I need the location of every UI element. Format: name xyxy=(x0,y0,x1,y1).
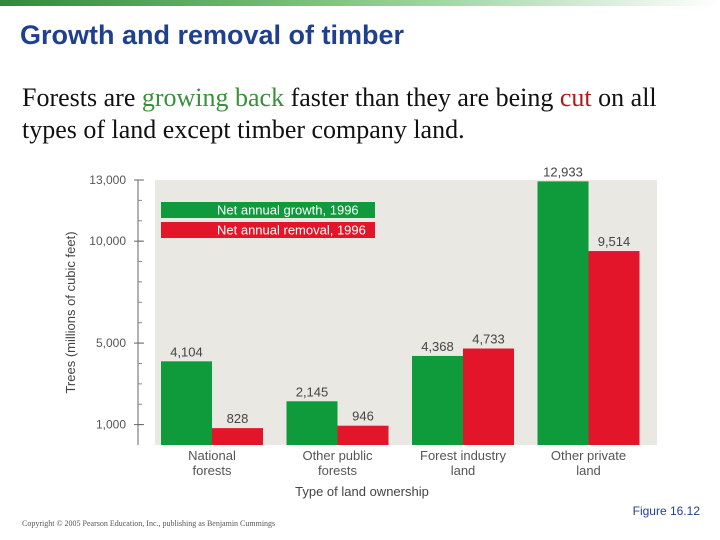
text-part: on all types of land except timber compa… xyxy=(22,83,657,144)
text-part: Forests are xyxy=(22,83,142,112)
figure-label: Figure 16.12 xyxy=(632,504,700,518)
legend-swatch-growth xyxy=(161,202,213,218)
copyright-notice: Copyright © 2005 Pearson Education, Inc.… xyxy=(22,519,276,528)
bar-value-label: 4,733 xyxy=(472,332,505,347)
legend-label-background xyxy=(213,202,375,218)
text-highlight-growing: growing back xyxy=(141,83,285,112)
slide-body-text: Forests are growing back faster than the… xyxy=(22,82,702,146)
text-highlight-cut: cut xyxy=(559,83,592,112)
bar-removal xyxy=(337,425,389,445)
legend-swatch-removal xyxy=(161,222,213,238)
bar-value-label: 4,368 xyxy=(421,339,454,354)
text-part: faster than they are being xyxy=(284,83,560,112)
top-accent-bar xyxy=(0,0,720,6)
category-label-line1: Other private xyxy=(551,448,626,463)
bar-value-label: 828 xyxy=(227,411,249,426)
slide-title: Growth and removal of timber xyxy=(20,20,405,50)
y-tick-label: 13,000 xyxy=(89,173,126,187)
bar-removal xyxy=(463,348,514,445)
bar-removal xyxy=(588,251,640,445)
bar-growth xyxy=(537,181,589,445)
bar-removal xyxy=(212,428,263,445)
bar-growth xyxy=(412,355,463,445)
y-tick-label: 5,000 xyxy=(96,336,126,350)
bar-value-label: 4,104 xyxy=(170,344,203,359)
y-axis-label: Trees (millions of cubic feet) xyxy=(63,231,78,393)
category-label-line2: forests xyxy=(318,463,358,478)
category-label-line1: Forest industry xyxy=(420,448,506,463)
category-label-line1: National xyxy=(188,448,236,463)
bar-chart: 1,000 5,000 10,000 13,000 Trees (millions of… xyxy=(63,165,657,499)
bar-value-label: 946 xyxy=(352,409,374,424)
category-label-line2: land xyxy=(576,463,601,478)
x-axis-label: Type of land ownership xyxy=(295,484,429,499)
bar-value-label: 9,514 xyxy=(598,234,631,249)
bar-growth xyxy=(161,361,212,445)
legend-label: Net annual growth, 1996 xyxy=(217,203,359,218)
category-label-line2: land xyxy=(451,463,476,478)
legend-label-background xyxy=(213,222,375,238)
y-tick-label: 10,000 xyxy=(89,234,126,248)
category-label-line1: Other public xyxy=(302,448,373,463)
bar-value-label: 2,145 xyxy=(296,384,329,399)
bar-value-label: 12,933 xyxy=(543,165,583,179)
category-label-line2: forests xyxy=(192,463,232,478)
y-tick-label: 1,000 xyxy=(96,418,126,432)
legend-label: Net annual removal, 1996 xyxy=(217,223,366,238)
bar-growth xyxy=(286,401,338,445)
